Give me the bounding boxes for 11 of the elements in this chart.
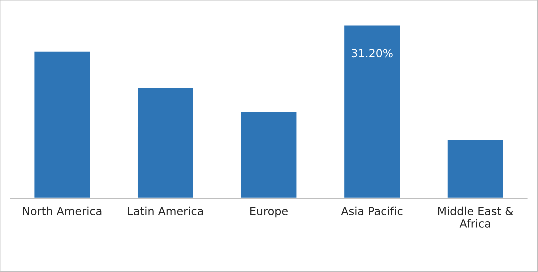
x-tick-label: Middle East & Africa — [438, 206, 514, 228]
bar — [240, 111, 298, 199]
bar — [33, 50, 92, 199]
bar — [343, 24, 402, 199]
bar — [446, 138, 505, 199]
x-tick-label: Europe — [250, 207, 288, 218]
data-label: 31.20% — [352, 49, 393, 58]
x-tick-label: Asia Pacific — [341, 206, 403, 216]
bar — [136, 86, 195, 199]
x-tick-label: Latin America — [128, 206, 204, 216]
x-tick-label: North America — [23, 206, 102, 216]
